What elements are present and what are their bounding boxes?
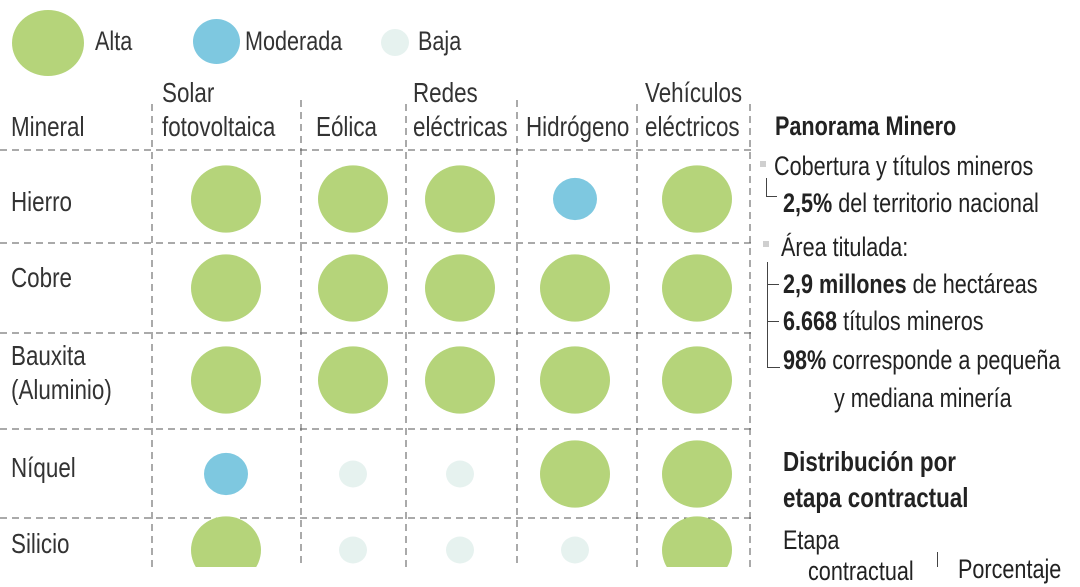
bubble-silicio-2-baja: [339, 536, 367, 564]
hectareas-text: de hectáreas: [912, 269, 1038, 299]
pct-text: corresponde a pequeña: [832, 345, 1061, 375]
legend-label-moderada: Moderada: [245, 26, 343, 56]
bubble-hierro-3-alta: [425, 165, 495, 233]
bullet-cobertura: [760, 161, 766, 167]
bubble-silicio-4-baja: [561, 536, 589, 564]
bubble-bauxita-4-alta: [540, 346, 610, 414]
hectareas-bold: 2,9 millones: [783, 269, 907, 299]
bubble-hierro-1-alta: [191, 165, 261, 233]
titulos-text: títulos mineros: [843, 306, 984, 336]
row-label-5-line-1: Silicio: [11, 528, 70, 559]
column-header-1-line-1: Solar: [162, 77, 215, 108]
sidebar-title: Panorama Minero: [775, 111, 957, 141]
bubble-cobre-5-alta: [662, 254, 732, 322]
area-tick-1: [767, 284, 779, 285]
area-titulos: 6.668 títulos mineros: [783, 306, 1034, 337]
row-label-3-line-1: Bauxita: [11, 340, 86, 371]
bubble-bauxita-5-alta: [662, 346, 732, 414]
bubble-silicio-1-alta: [191, 516, 261, 567]
area-tick-2: [767, 321, 779, 322]
area-label: Área titulada:: [781, 232, 909, 262]
bullet-area: [763, 241, 769, 247]
bubble-níquel-1-moderada: [204, 452, 248, 496]
bubble-hierro-4-moderada: [553, 177, 597, 221]
area-pct: 98% corresponde a pequeña: [783, 345, 1080, 376]
cobertura-value-bold: 2,5%: [783, 188, 833, 218]
cobertura-value: 2,5% del territorio nacional: [783, 188, 1080, 219]
header-mineral: Mineral: [11, 111, 85, 142]
bubble-cobre-3-alta: [425, 254, 495, 322]
bubble-bauxita-1-alta: [191, 346, 261, 414]
bubble-bauxita-3-alta: [425, 346, 495, 414]
titulos-bold: 6.668: [783, 306, 838, 336]
column-header-2-line-2: Eólica: [316, 111, 378, 142]
bubble-silicio-5-alta: [662, 516, 732, 567]
bubble-cobre-1-alta: [191, 254, 261, 322]
column-header-4-line-2: Hidrógeno: [526, 111, 630, 142]
distribucion-title-1: Distribución por: [783, 446, 956, 477]
legend-label-alta: Alta: [95, 26, 133, 56]
etapa-divider: [937, 552, 938, 567]
row-label-1-line-1: Hierro: [11, 186, 72, 217]
area-hectareas: 2,9 millones de hectáreas: [783, 269, 1080, 300]
bubble-hierro-2-alta: [318, 165, 388, 233]
bubble-hierro-5-alta: [662, 165, 732, 233]
pct-bold: 98%: [783, 345, 827, 375]
column-header-5-line-1: Vehículos: [645, 77, 743, 108]
column-header-3-line-2: eléctricas: [413, 111, 508, 142]
distribucion-title-2: etapa contractual: [783, 482, 969, 513]
bubble-cobre-4-alta: [540, 254, 610, 322]
bubble-níquel-5-alta: [662, 440, 732, 508]
legend-dot-moderada: [193, 19, 240, 64]
row-label-2-line-1: Cobre: [11, 262, 73, 293]
bubble-níquel-4-alta: [540, 440, 610, 508]
bubble-níquel-2-baja: [339, 460, 367, 488]
legend-dot-baja: [381, 29, 409, 56]
etapa-label: Etapa: [783, 525, 840, 555]
column-header-5-line-2: eléctricos: [645, 111, 740, 142]
cobertura-label: Cobertura y títulos mineros: [774, 151, 1034, 181]
porcentaje-label: Porcentaje: [958, 554, 1062, 584]
matrix-chart: [0, 100, 752, 567]
bubble-silicio-3-baja: [446, 536, 474, 564]
bubble-níquel-3-baja: [446, 460, 474, 488]
row-label-4-line-1: Níquel: [11, 452, 76, 483]
bubble-cobre-2-alta: [318, 254, 388, 322]
row-label-3-line-2: (Aluminio): [11, 374, 112, 405]
cobertura-value-text: del territorio nacional: [838, 188, 1039, 218]
legend-dot-alta: [12, 10, 84, 76]
column-header-3-line-1: Redes: [413, 77, 478, 108]
area-connector: [767, 262, 780, 368]
column-header-1-line-2: fotovoltaica: [162, 111, 276, 142]
etapa-sub: contractual: [808, 556, 914, 586]
bubble-bauxita-2-alta: [318, 346, 388, 414]
legend-label-baja: Baja: [418, 26, 462, 56]
cobertura-connector: [766, 178, 777, 197]
area-pct-line2: y mediana minería: [834, 383, 1012, 413]
